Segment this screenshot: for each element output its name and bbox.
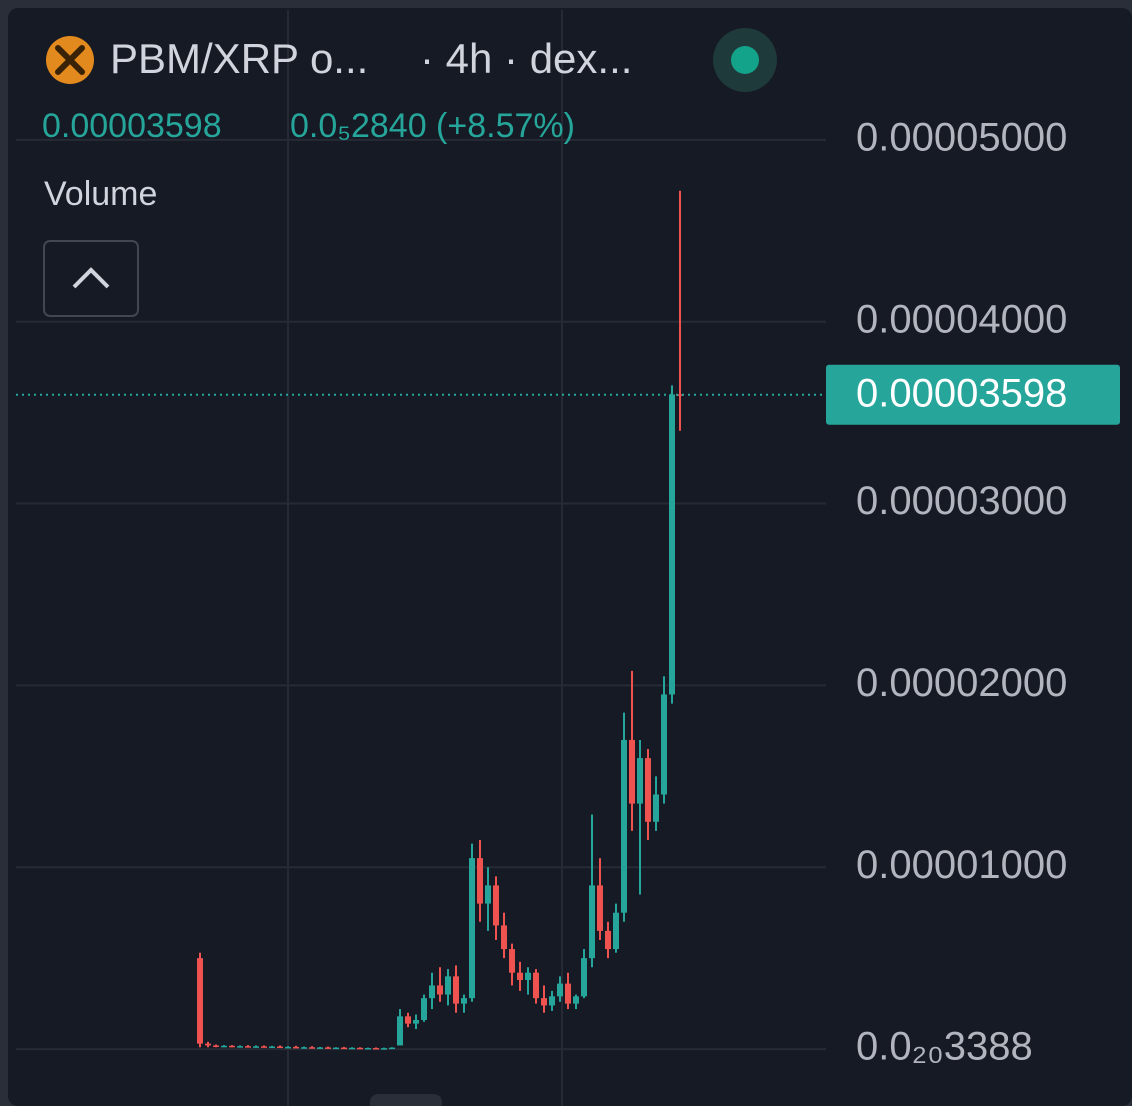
- candles: [197, 190, 683, 1050]
- candle-body: [357, 1047, 363, 1050]
- candle-body: [325, 1047, 331, 1049]
- candle-body: [373, 1047, 379, 1050]
- candle-body: [573, 996, 579, 1004]
- candle-body: [581, 958, 587, 997]
- candle-body: [229, 1045, 235, 1048]
- candle-body: [221, 1045, 227, 1048]
- candle-body: [477, 858, 483, 904]
- candle-body: [277, 1046, 283, 1049]
- candle-body: [197, 958, 203, 1044]
- candle-body: [445, 976, 451, 995]
- candle-body: [661, 694, 667, 795]
- grid: [16, 138, 826, 1051]
- candle-body: [253, 1046, 259, 1048]
- candle-body: [453, 976, 459, 1004]
- candle-body: [621, 739, 627, 913]
- candle-body: [677, 394, 683, 396]
- candle-body: [317, 1047, 323, 1049]
- y-tick-label: 0.00005000: [856, 115, 1067, 159]
- chevron: [72, 267, 110, 289]
- scroll-handle[interactable]: [370, 1094, 442, 1106]
- candle-body: [493, 885, 499, 926]
- candle-body: [557, 983, 563, 997]
- candle-body: [525, 972, 531, 980]
- candle-body: [285, 1046, 291, 1049]
- logo: [46, 36, 94, 84]
- candle-body: [205, 1043, 211, 1046]
- candle-body: [541, 998, 547, 1006]
- candle-body: [461, 998, 467, 1004]
- candle-body: [333, 1047, 339, 1050]
- panel: [8, 8, 1132, 1106]
- candle-body: [301, 1047, 307, 1049]
- y-tick-label: 0.00004000: [856, 297, 1067, 341]
- candle-body: [429, 985, 435, 999]
- candle-body: [245, 1046, 251, 1048]
- candle-body: [381, 1048, 387, 1050]
- interval: · 4h · dex...: [420, 35, 632, 82]
- candle-body: [437, 985, 443, 995]
- candle-body: [597, 885, 603, 931]
- status-dot: [731, 46, 759, 74]
- candle-body: [469, 858, 475, 999]
- candle-body: [349, 1047, 355, 1050]
- candle-body: [397, 1016, 403, 1046]
- last-price: 0.00003598: [42, 107, 222, 145]
- candle-body: [605, 930, 611, 950]
- candle-body: [293, 1046, 299, 1049]
- title: PBM/XRP o...: [110, 35, 368, 82]
- candle-body: [509, 949, 515, 973]
- candle-body: [517, 972, 523, 980]
- candle-body: [629, 739, 635, 804]
- candle-body: [565, 983, 571, 1004]
- candle-body: [501, 925, 507, 950]
- candle-body: [549, 996, 555, 1006]
- candle-body: [213, 1045, 219, 1047]
- candle-body: [485, 885, 491, 904]
- price-badge-label: 0.00003598: [856, 371, 1067, 415]
- change: 0.0₅2840 (+8.57%): [290, 107, 575, 145]
- collapse-button[interactable]: [43, 240, 139, 317]
- y-tick-label: 0.00002000: [856, 661, 1067, 705]
- candle-body: [365, 1047, 371, 1050]
- candle-body: [237, 1046, 243, 1048]
- candle-body: [405, 1016, 411, 1024]
- candle-body: [645, 758, 651, 822]
- candle-body: [269, 1046, 275, 1049]
- indicator: Volume: [44, 175, 157, 213]
- y-tick-label: 0.00003000: [856, 479, 1067, 523]
- candle-body: [413, 1019, 419, 1024]
- candle-body: [589, 885, 595, 959]
- y-tick-label: 0.00001000: [856, 843, 1067, 887]
- candle-body: [309, 1047, 315, 1049]
- y-tick-label: 0.0₂₀3388: [856, 1025, 1033, 1069]
- candle-body: [669, 394, 675, 695]
- candle-body: [613, 912, 619, 950]
- price-badge: [826, 364, 1120, 425]
- candle-body: [389, 1047, 395, 1050]
- candle-body: [341, 1047, 347, 1050]
- candle-body: [533, 972, 539, 999]
- candle-body: [261, 1046, 267, 1048]
- candle-body: [421, 998, 427, 1020]
- candle-body: [637, 758, 643, 804]
- candle-body: [653, 794, 659, 822]
